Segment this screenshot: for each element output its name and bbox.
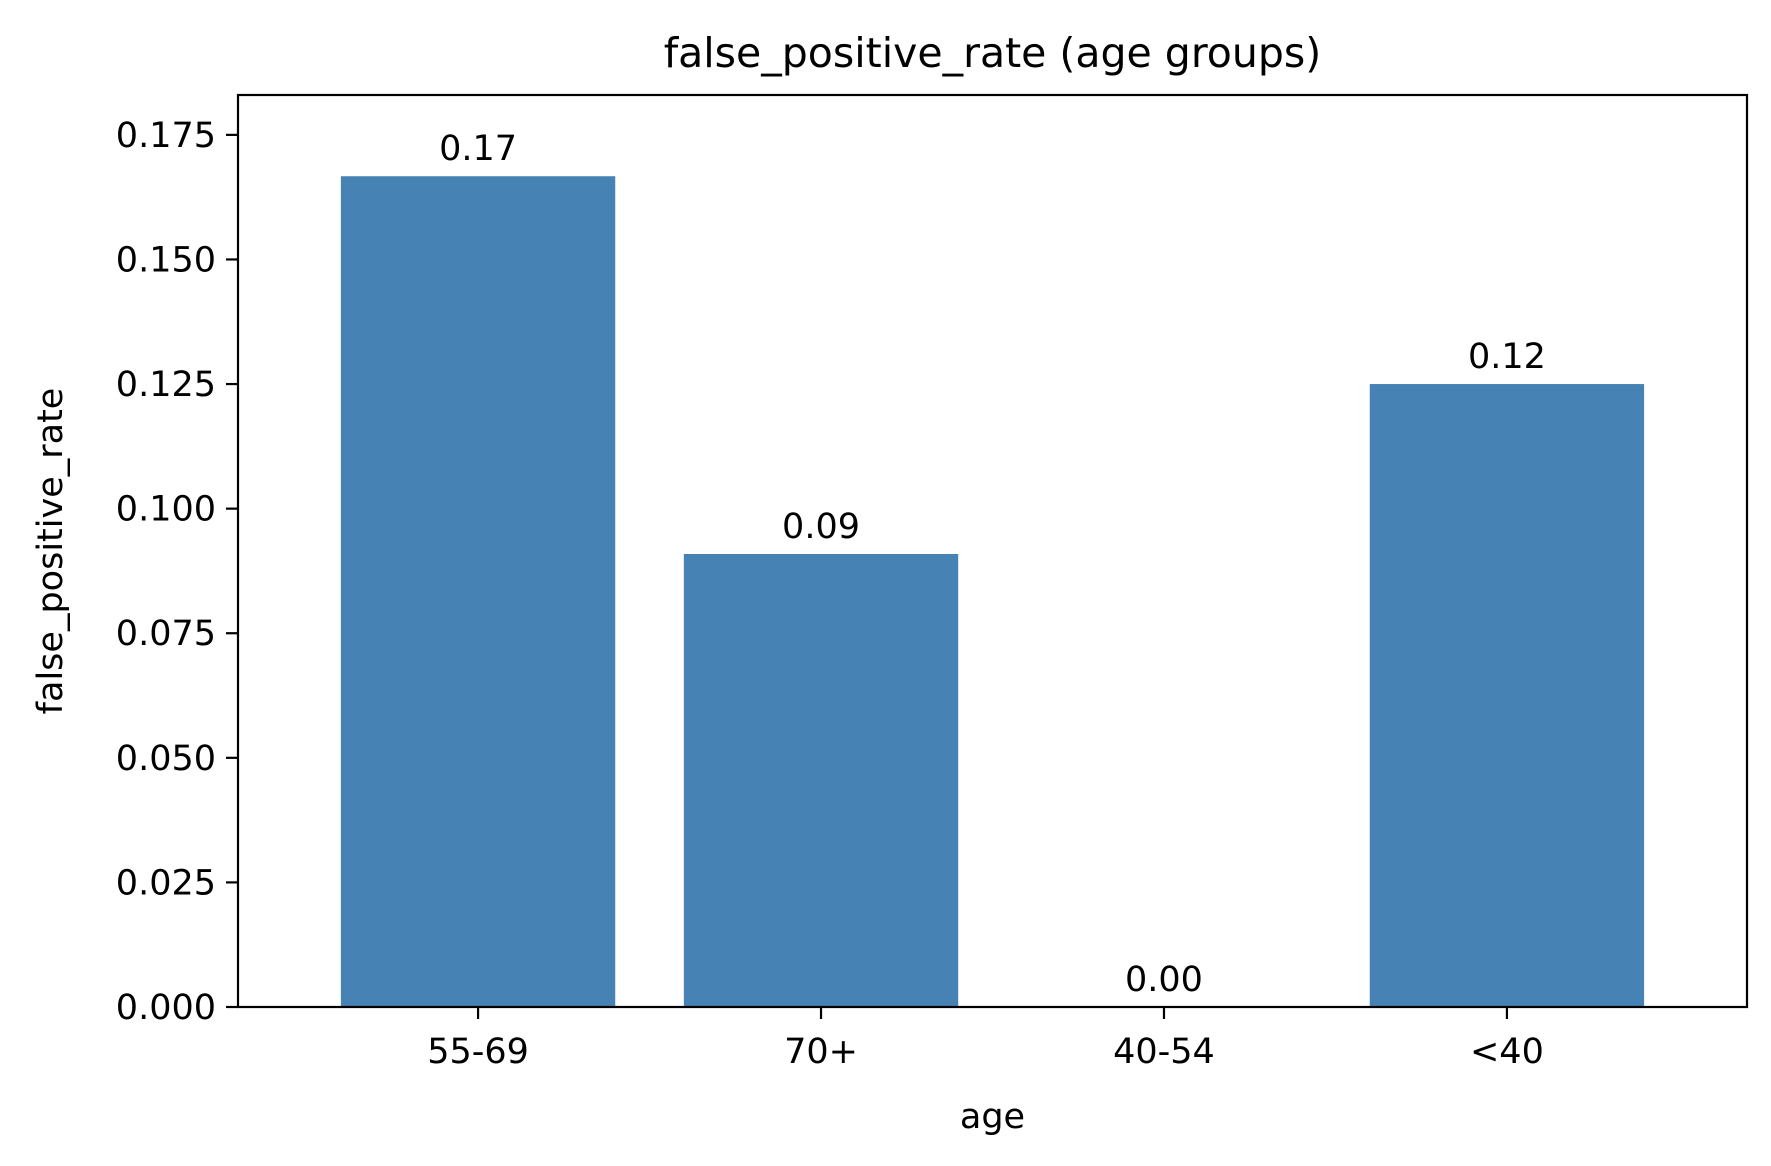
x-axis-title: age <box>960 1097 1025 1137</box>
data-labels-layer: 0.17 0.09 0.00 0.12 <box>439 129 1546 1000</box>
y-tick-label: 0.175 <box>116 116 216 156</box>
data-label-<40: 0.12 <box>1468 337 1546 377</box>
bar-70+ <box>683 553 959 1007</box>
bar-55-69 <box>340 176 616 1007</box>
chart-title: false_positive_rate (age groups) <box>664 29 1322 77</box>
y-tick-label: 0.075 <box>116 614 216 654</box>
data-label-40-54: 0.00 <box>1125 960 1203 1000</box>
x-tick-label: 70+ <box>784 1032 858 1072</box>
y-tick-label: 0.125 <box>116 365 216 405</box>
x-tick-label: 55-69 <box>427 1032 529 1072</box>
y-tick-label: 0.025 <box>116 863 216 903</box>
bar-<40 <box>1369 384 1645 1007</box>
plot-frame <box>236 93 1749 1009</box>
x-axis-ticks: 55-69 70+ 40-54 <40 <box>427 1007 1544 1072</box>
x-tick-label: <40 <box>1470 1032 1544 1072</box>
y-axis-title: false_positive_rate <box>31 388 71 715</box>
bars-layer <box>340 176 1645 1007</box>
data-label-55-69: 0.17 <box>439 129 517 169</box>
y-tick-label: 0.050 <box>116 739 216 779</box>
axes-layer <box>236 93 1749 1009</box>
y-axis-ticks: 0.000 0.025 0.050 0.075 0.100 0.125 0.150 0.175 <box>116 116 238 1028</box>
y-tick-label: 0.150 <box>116 240 216 280</box>
y-tick-label: 0.000 <box>116 988 216 1028</box>
y-tick-label: 0.100 <box>116 490 216 530</box>
x-tick-label: 40-54 <box>1113 1032 1215 1072</box>
data-label-70+: 0.09 <box>782 507 860 547</box>
